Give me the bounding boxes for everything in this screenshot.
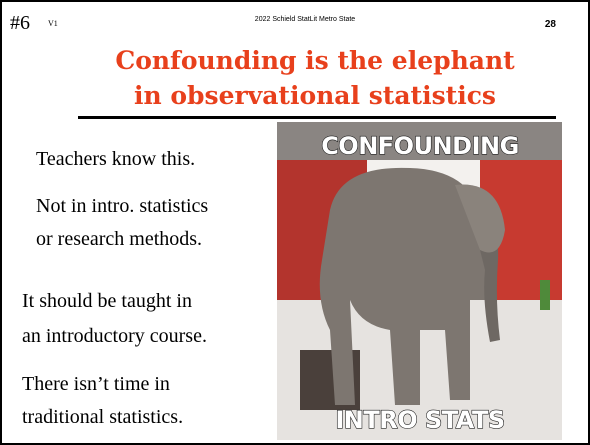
- body-line: or research methods.: [36, 228, 202, 250]
- body-line: traditional statistics.: [22, 406, 183, 428]
- slide-number: #6: [10, 12, 30, 34]
- body-line: Teachers know this.: [36, 148, 195, 170]
- body-line: It should be taught in: [22, 290, 192, 312]
- image-top-caption: CONFOUNDING: [321, 132, 519, 160]
- meme-image: CONFOUNDING INTRO STATS: [277, 122, 562, 440]
- version: V1: [48, 19, 58, 28]
- page: #6 V1 2022 Schield StatLit Metro State 2…: [0, 0, 590, 445]
- title-line: Confounding is the elephant: [115, 46, 515, 75]
- title-line: in observational statistics: [134, 81, 496, 110]
- slide: #6 V1 2022 Schield StatLit Metro State 2…: [0, 0, 590, 445]
- title-rule: [78, 116, 556, 119]
- body-line: There isn’t time in: [22, 373, 170, 395]
- footer-text: 2022 Schield StatLit Metro State: [255, 16, 355, 23]
- body-line: an introductory course.: [22, 325, 207, 347]
- image-bottom-caption: INTRO STATS: [335, 406, 504, 434]
- page-number: 28: [545, 19, 557, 30]
- body-line: Not in intro. statistics: [36, 195, 208, 217]
